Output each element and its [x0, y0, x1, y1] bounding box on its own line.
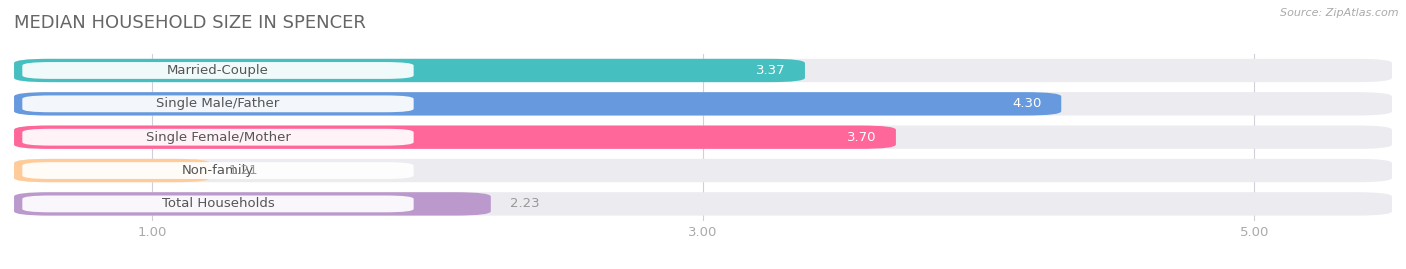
- Text: 1.21: 1.21: [229, 164, 259, 177]
- Text: Married-Couple: Married-Couple: [167, 64, 269, 77]
- FancyBboxPatch shape: [22, 162, 413, 179]
- Text: 2.23: 2.23: [510, 197, 540, 210]
- FancyBboxPatch shape: [22, 196, 413, 212]
- FancyBboxPatch shape: [22, 95, 413, 112]
- Text: Total Households: Total Households: [162, 197, 274, 210]
- FancyBboxPatch shape: [14, 159, 1392, 182]
- Text: Single Male/Father: Single Male/Father: [156, 97, 280, 110]
- FancyBboxPatch shape: [14, 126, 896, 149]
- Text: Single Female/Mother: Single Female/Mother: [146, 131, 291, 144]
- Text: 4.30: 4.30: [1012, 97, 1042, 110]
- FancyBboxPatch shape: [14, 192, 1392, 215]
- FancyBboxPatch shape: [14, 59, 806, 82]
- FancyBboxPatch shape: [22, 129, 413, 146]
- FancyBboxPatch shape: [14, 59, 1392, 82]
- FancyBboxPatch shape: [14, 126, 1392, 149]
- Text: Source: ZipAtlas.com: Source: ZipAtlas.com: [1281, 8, 1399, 18]
- FancyBboxPatch shape: [14, 192, 491, 215]
- Text: 3.37: 3.37: [756, 64, 786, 77]
- Text: Non-family: Non-family: [181, 164, 254, 177]
- FancyBboxPatch shape: [14, 92, 1392, 115]
- Text: MEDIAN HOUSEHOLD SIZE IN SPENCER: MEDIAN HOUSEHOLD SIZE IN SPENCER: [14, 14, 366, 32]
- FancyBboxPatch shape: [14, 159, 209, 182]
- Text: 3.70: 3.70: [846, 131, 876, 144]
- FancyBboxPatch shape: [14, 92, 1062, 115]
- FancyBboxPatch shape: [22, 62, 413, 79]
